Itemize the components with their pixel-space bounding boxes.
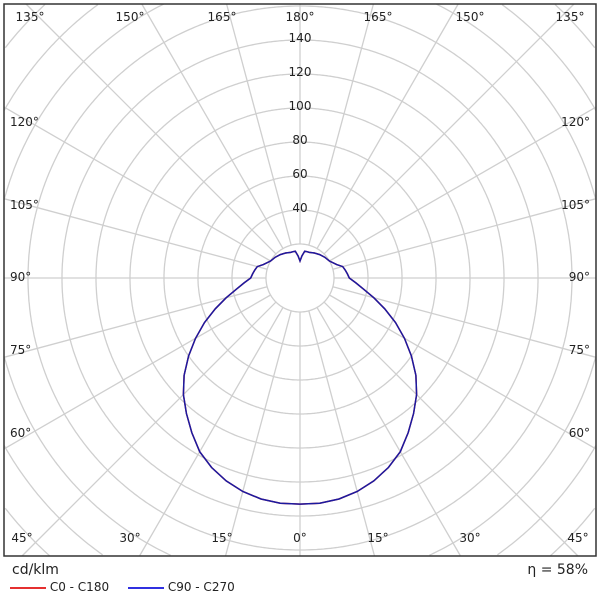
bottom-angle-label: 0° bbox=[293, 531, 307, 545]
grid-spoke bbox=[3, 294, 271, 450]
top-angle-label: 150° bbox=[116, 10, 145, 24]
radial-tick-label: 100 bbox=[289, 99, 312, 113]
grid-spoke bbox=[308, 310, 376, 557]
radial-tick-label: 40 bbox=[292, 201, 307, 215]
bottom-angle-label: 30° bbox=[119, 531, 140, 545]
radial-tick-label: 140 bbox=[289, 31, 312, 45]
left-angle-label: 105° bbox=[10, 198, 39, 212]
left-angle-label: 75° bbox=[10, 343, 31, 357]
grid-spoke bbox=[332, 198, 597, 270]
bottom-angle-label: 45° bbox=[11, 531, 32, 545]
grid-spoke bbox=[3, 286, 268, 358]
grid-spoke bbox=[138, 307, 284, 557]
grid-spoke bbox=[329, 294, 597, 450]
right-angle-label: 105° bbox=[561, 198, 590, 212]
legend-label-c90: C90 - C270 bbox=[167, 580, 235, 594]
top-angle-label: 135° bbox=[556, 10, 585, 24]
top-angle-label: 165° bbox=[364, 10, 393, 24]
bottom-angle-label: 15° bbox=[367, 531, 388, 545]
grid-spoke bbox=[3, 198, 268, 270]
efficiency-label: η = 58% bbox=[527, 562, 588, 578]
grid-ring bbox=[265, 243, 335, 313]
top-angle-label: 180° bbox=[286, 10, 315, 24]
grid-ring bbox=[4, 4, 596, 557]
top-angle-label: 135° bbox=[16, 10, 45, 24]
right-angle-label: 90° bbox=[569, 270, 590, 284]
plot-frame bbox=[3, 3, 597, 557]
left-angle-label: 90° bbox=[10, 270, 31, 284]
grid-spoke bbox=[21, 301, 277, 557]
grid-spoke bbox=[308, 3, 375, 246]
top-angle-label: 165° bbox=[208, 10, 237, 24]
grid-ring bbox=[3, 4, 597, 556]
right-angle-label: 75° bbox=[569, 343, 590, 357]
grid-spoke bbox=[224, 310, 292, 557]
grid-spoke bbox=[332, 286, 597, 358]
legend-c90: C90 - C270 bbox=[128, 580, 235, 594]
bottom-angle-label: 15° bbox=[211, 531, 232, 545]
grid-spoke bbox=[316, 307, 462, 557]
top-angle-label: 150° bbox=[456, 10, 485, 24]
right-angle-label: 60° bbox=[569, 426, 590, 440]
series-curve-1 bbox=[182, 250, 418, 505]
right-angle-label: 120° bbox=[561, 115, 590, 129]
bottom-angle-label: 30° bbox=[459, 531, 480, 545]
unit-label: cd/klm bbox=[12, 562, 59, 578]
grid-spoke bbox=[323, 3, 575, 255]
grid-spoke bbox=[225, 3, 292, 246]
legend-c0: C0 - C180 bbox=[10, 580, 109, 594]
radial-tick-label: 120 bbox=[289, 65, 312, 79]
radial-tick-label: 60 bbox=[292, 167, 307, 181]
grid-ring bbox=[3, 3, 597, 556]
left-angle-label: 60° bbox=[10, 426, 31, 440]
grid-spoke bbox=[329, 106, 597, 262]
legend-swatch-c0 bbox=[10, 586, 46, 589]
grid bbox=[3, 3, 597, 557]
grid-spoke bbox=[316, 3, 459, 249]
bottom-angle-label: 45° bbox=[567, 531, 588, 545]
legend-label-c0: C0 - C180 bbox=[49, 580, 110, 594]
grid-spoke bbox=[3, 106, 271, 262]
legend-swatch-c90 bbox=[128, 586, 164, 589]
grid-spoke bbox=[141, 3, 284, 249]
grid-spoke bbox=[323, 301, 579, 557]
radial-tick-label: 80 bbox=[292, 133, 307, 147]
grid-spoke bbox=[25, 3, 277, 255]
left-angle-label: 120° bbox=[10, 115, 39, 129]
